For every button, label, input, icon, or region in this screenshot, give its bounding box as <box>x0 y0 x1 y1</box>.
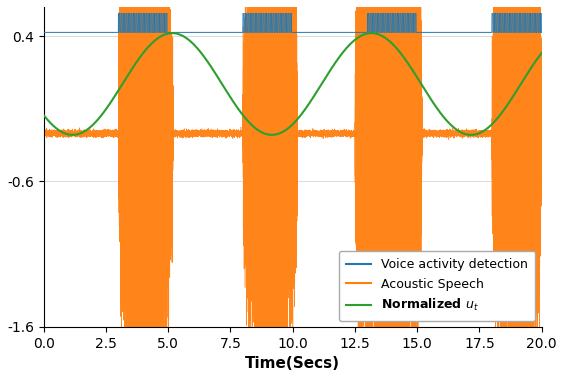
Voice activity detection <box>298 30 305 35</box>
Normalized $u_t$ <box>268 133 275 137</box>
Acoustic Speech <box>67 131 74 135</box>
Normalized $u_t$ <box>188 40 195 44</box>
Voice activity detection <box>539 11 545 16</box>
Voice activity detection <box>357 30 364 35</box>
Voice activity detection <box>40 30 47 35</box>
Acoustic Speech <box>188 131 195 135</box>
Normalized $u_t$ <box>268 133 275 137</box>
Normalized $u_t$ <box>415 76 421 81</box>
Line: Acoustic Speech: Acoustic Speech <box>43 0 542 378</box>
Voice activity detection <box>115 11 122 16</box>
Voice activity detection <box>67 30 74 35</box>
Acoustic Speech <box>415 205 421 209</box>
Normalized $u_t$ <box>298 113 305 117</box>
Normalized $u_t$ <box>67 133 74 137</box>
Voice activity detection <box>268 30 275 35</box>
Line: Normalized $u_t$: Normalized $u_t$ <box>43 33 542 135</box>
Voice activity detection <box>415 30 421 35</box>
X-axis label: Time(Secs): Time(Secs) <box>245 356 340 371</box>
Normalized $u_t$ <box>357 34 364 38</box>
Normalized $u_t$ <box>40 113 47 118</box>
Legend: Voice activity detection, Acoustic Speech, Normalized $u_t$: Voice activity detection, Acoustic Speec… <box>338 251 535 321</box>
Voice activity detection <box>188 30 195 35</box>
Normalized $u_t$ <box>539 51 545 55</box>
Acoustic Speech <box>539 131 545 135</box>
Acoustic Speech <box>298 133 305 138</box>
Line: Voice activity detection: Voice activity detection <box>43 14 542 33</box>
Acoustic Speech <box>40 130 47 135</box>
Normalized $u_t$ <box>169 31 175 36</box>
Acoustic Speech <box>357 234 364 238</box>
